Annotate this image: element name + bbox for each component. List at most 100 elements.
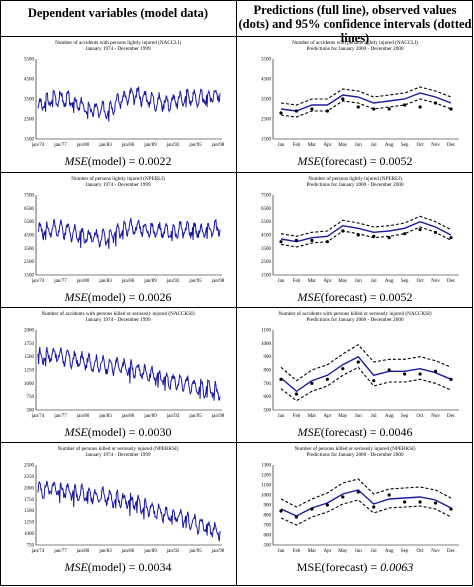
- x-tick-label: jan/95: [188, 279, 202, 284]
- observed-point: [279, 509, 283, 513]
- lower-ci-line: [280, 366, 452, 402]
- model-series-line: [37, 480, 221, 543]
- y-tick-label: 600: [264, 534, 272, 539]
- x-tick-label: Jun: [355, 279, 362, 284]
- y-tick-label: 500: [264, 409, 272, 414]
- x-tick-label: Oct: [416, 143, 424, 148]
- x-tick-label: Sep: [401, 143, 409, 148]
- mse-value: (model) = 0.0022: [87, 154, 172, 168]
- x-tick-label: Jul: [371, 549, 377, 554]
- observed-point: [433, 369, 438, 373]
- y-tick-label: 800: [264, 514, 272, 519]
- y-tick-label: 1750: [24, 342, 35, 347]
- observed-point: [387, 107, 391, 111]
- x-tick-label: Nov: [431, 414, 440, 419]
- y-tick-label: 1000: [261, 342, 272, 347]
- y-tick-label: 1000: [24, 532, 35, 537]
- y-tick-label: 2500: [24, 260, 35, 265]
- x-tick-label: Oct: [416, 279, 424, 284]
- x-tick-label: jan/77: [53, 279, 67, 284]
- mse-model-label: MSE(model) = 0.0030: [0, 425, 236, 440]
- y-tick-label: 4500: [261, 78, 272, 83]
- header-predictions: Predictions (full line), observed values…: [238, 3, 472, 45]
- y-tick-label: 1500: [24, 509, 35, 514]
- observed-point: [387, 236, 391, 240]
- x-tick-label: Mar: [308, 279, 317, 284]
- x-tick-label: Nov: [431, 143, 440, 148]
- x-tick-label: Jan: [278, 549, 285, 554]
- row-divider-1: [0, 172, 473, 173]
- y-tick-label: 5500: [24, 220, 35, 225]
- x-tick-label: jan/83: [98, 279, 112, 284]
- y-tick-label: 2500: [261, 260, 272, 265]
- x-tick-label: jan/77: [53, 143, 67, 148]
- x-tick-label: Sep: [401, 414, 409, 419]
- y-tick-label: 4500: [24, 234, 35, 239]
- observed-point: [403, 372, 407, 376]
- observed-point: [310, 107, 314, 111]
- y-tick-label: 5500: [24, 58, 35, 63]
- x-tick-label: jan/86: [121, 279, 135, 284]
- x-tick-label: jan/83: [98, 414, 112, 419]
- observed-point: [341, 97, 345, 101]
- chart-title: Number of accidents with persons killed …: [278, 311, 432, 317]
- mse-prefix: MSE: [297, 425, 321, 439]
- y-tick-label: 1500: [261, 274, 272, 279]
- prediction-line: [280, 355, 452, 393]
- observed-point: [325, 503, 329, 507]
- x-tick-label: Nov: [431, 549, 440, 554]
- y-tick-label: 700: [264, 524, 272, 529]
- observed-point: [372, 234, 376, 238]
- y-tick-label: 7500: [261, 194, 272, 199]
- chart-subtitle: January 1974 - December 1999: [85, 452, 151, 458]
- y-tick-label: 6500: [24, 207, 35, 212]
- y-tick-label: 1200: [261, 474, 272, 479]
- y-tick-label: 2250: [24, 475, 35, 480]
- mse-value: (model) = 0.0034: [87, 560, 172, 574]
- prediction-line: [280, 220, 452, 243]
- y-tick-label: 3500: [24, 98, 35, 103]
- mse-value: (forecast) = 0.0052: [320, 154, 413, 168]
- observed-point: [341, 229, 345, 233]
- x-tick-label: jan/77: [53, 549, 67, 554]
- observed-point: [279, 111, 283, 115]
- x-tick-label: Feb: [293, 143, 301, 148]
- x-tick-label: jan/74: [31, 414, 45, 419]
- y-tick-label: 1250: [24, 369, 35, 374]
- observed-point: [356, 490, 360, 494]
- x-tick-label: jan/80: [76, 279, 90, 284]
- x-tick-label: Jan: [278, 279, 285, 284]
- x-tick-label: May: [338, 414, 348, 419]
- y-tick-label: 2500: [261, 118, 272, 123]
- y-tick-label: 1000: [261, 494, 272, 499]
- observed-point: [433, 101, 438, 105]
- mse-prefix: MSE: [297, 290, 321, 304]
- header-model-data: Dependent variables (model data): [27, 6, 209, 20]
- y-tick-label: 5500: [261, 220, 272, 225]
- forecast-chart-cell: Number of persons killed or seriously in…: [237, 443, 473, 578]
- model-line-chart: 1500 2500 3500 4500 5500 jan/74 jan/77 jan/80 ja…: [24, 58, 225, 149]
- x-tick-label: Sep: [401, 549, 409, 554]
- chart-subtitle: January 1974 - December 1999: [85, 317, 151, 323]
- x-tick-label: Dec: [447, 414, 456, 419]
- upper-ci-line: [280, 343, 452, 382]
- x-tick-label: jan/86: [121, 143, 135, 148]
- observed-point: [356, 233, 360, 237]
- chart-subtitle: Predictions for January 2000 - December …: [306, 182, 404, 188]
- chart-title: Number of accidents with persons killed …: [41, 311, 195, 317]
- y-tick-label: 1750: [24, 498, 35, 503]
- forecast-chart-cell: Number of accidents with persons killed …: [237, 308, 473, 443]
- mse-prefix: MSE: [64, 290, 88, 304]
- observed-point: [449, 377, 453, 381]
- model-chart-cell: Number of accidents with persons lightly…: [0, 37, 236, 172]
- upper-ci-line: [280, 86, 452, 106]
- observed-point: [372, 379, 376, 383]
- model-series-line: [37, 216, 221, 249]
- mse-forecast-label: MSE(forecast) = 0.0052: [237, 290, 473, 305]
- y-tick-label: 6500: [261, 207, 272, 212]
- observed-point: [372, 107, 376, 111]
- observed-point: [341, 495, 345, 499]
- x-tick-label: Jun: [355, 143, 362, 148]
- observed-point: [294, 238, 299, 242]
- observed-point: [356, 105, 360, 109]
